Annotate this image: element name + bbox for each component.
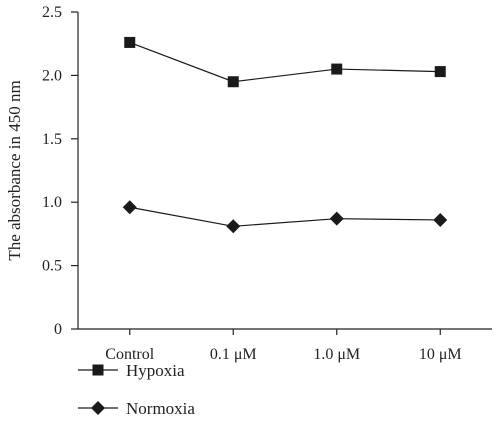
y-tick-label: 1.0	[42, 194, 62, 211]
y-ticks: 0 0.5 1.0 1.5 2.0 2.5	[42, 4, 78, 338]
y-tick-label: 2.0	[42, 67, 62, 84]
x-tick-label: 10 μM	[419, 346, 462, 363]
series-line-normoxia	[129, 206, 441, 227]
legend-marker-square	[92, 364, 104, 376]
series-line-hypoxia	[129, 41, 441, 83]
legend-label-hypoxia: Hypoxia	[126, 361, 185, 380]
legend-item-hypoxia: Hypoxia	[78, 361, 185, 380]
legend: Hypoxia Normoxia	[78, 361, 195, 418]
legend-item-normoxia: Normoxia	[78, 399, 195, 418]
legend-marker-diamond	[91, 401, 105, 415]
data-point-normoxia	[329, 211, 344, 226]
x-ticks: Control 0.1 μM 1.0 μM 10 μM	[105, 329, 462, 363]
data-point-normoxia	[122, 200, 137, 215]
x-tick-label: 1.0 μM	[313, 346, 360, 363]
legend-label-normoxia: Normoxia	[126, 399, 195, 418]
data-point-hypoxia	[124, 36, 136, 48]
data-point-normoxia	[433, 212, 448, 227]
data-point-hypoxia	[331, 63, 343, 75]
axes	[77, 12, 492, 330]
x-tick-label: 0.1 μM	[210, 346, 257, 363]
series-normoxia	[122, 200, 448, 234]
y-axis-title: The absorbance in 450 nm	[5, 80, 24, 260]
data-point-hypoxia	[434, 66, 446, 78]
y-tick-label: 2.5	[42, 4, 62, 21]
x-tick-label: Control	[105, 346, 154, 363]
y-tick-label: 0	[54, 321, 62, 338]
data-point-hypoxia	[227, 76, 239, 88]
y-tick-label: 0.5	[42, 258, 62, 275]
y-tick-label: 1.5	[42, 131, 62, 148]
series-hypoxia	[124, 36, 446, 88]
data-point-normoxia	[226, 219, 241, 234]
series-layer	[122, 36, 448, 234]
